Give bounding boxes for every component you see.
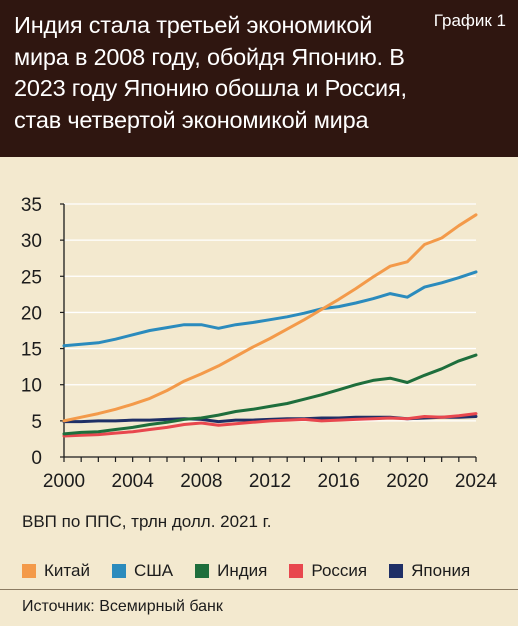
- x-tick-label: 2008: [180, 471, 222, 492]
- legend-item: США: [111, 561, 174, 581]
- series-line-2: [62, 270, 478, 348]
- legend-label: Индия: [217, 561, 268, 580]
- legend-label: Китай: [44, 561, 90, 580]
- legend-swatch: [289, 564, 304, 578]
- legend-label: Япония: [411, 561, 471, 580]
- source-note: Источник: Всемирный банк: [22, 598, 223, 615]
- footer-divider: [0, 589, 518, 590]
- legend-item: Китай: [22, 561, 90, 581]
- legend-item: Россия: [289, 561, 367, 581]
- y-tick-label: 0: [31, 448, 42, 469]
- chart-title: Индия стала третьей экономикой мира в 20…: [14, 12, 407, 133]
- y-tick-label: 10: [21, 376, 42, 397]
- series-line-1: [62, 213, 478, 423]
- legend-swatch: [389, 564, 404, 578]
- y-tick-label: 15: [21, 340, 42, 361]
- plot-area: 0 5 10 15 20 25 30 35 2000 2004 2008 2012 2016 2020 20…: [21, 195, 498, 492]
- legend-swatch: [111, 564, 126, 578]
- y-axis-unit-label: ВВП по ППС, трлн долл. 2021 г.: [22, 512, 272, 531]
- x-tick-label: 2000: [43, 471, 85, 492]
- legend-item: Индия: [195, 561, 267, 581]
- chart-header: Индия стала третьей экономикой мира в 20…: [0, 0, 518, 157]
- y-tick-label: 35: [21, 195, 42, 216]
- legend-swatch: [195, 564, 210, 578]
- x-tick-label: 2024: [455, 471, 498, 492]
- series-line-4: [62, 412, 478, 438]
- y-tick-label: 25: [21, 267, 42, 288]
- legend-item: Япония: [389, 561, 470, 581]
- figure-number-badge: График 1: [433, 11, 506, 30]
- y-tick-label: 20: [21, 303, 42, 324]
- x-tick-label: 2020: [386, 471, 428, 492]
- series-line-3: [62, 353, 478, 436]
- legend-label: США: [133, 561, 174, 580]
- x-tick-label: 2004: [112, 471, 155, 492]
- legend-label: Россия: [311, 561, 368, 580]
- y-tick-label: 30: [21, 231, 42, 252]
- legend: Китай США Индия Россия Япония: [22, 556, 502, 586]
- y-tick-label: 5: [31, 412, 42, 433]
- x-tick-label: 2016: [318, 471, 360, 492]
- x-tick-label: 2012: [249, 471, 291, 492]
- legend-swatch: [22, 564, 36, 578]
